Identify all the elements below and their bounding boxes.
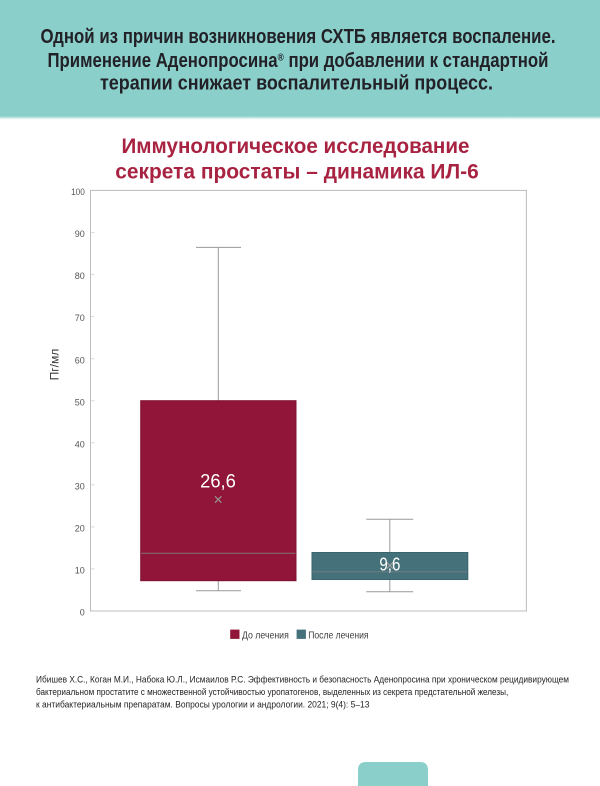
svg-text:50: 50: [75, 397, 85, 408]
svg-text:20: 20: [75, 524, 85, 535]
svg-text:секрета простаты – динамика ИЛ: секрета простаты – динамика ИЛ-6: [115, 160, 479, 183]
svg-text:60: 60: [75, 355, 85, 366]
svg-text:0: 0: [80, 608, 85, 619]
svg-text:26,6: 26,6: [200, 471, 236, 493]
svg-text:До лечения: До лечения: [242, 631, 289, 642]
svg-text:90: 90: [75, 229, 85, 240]
svg-text:Иммунологическое исследование: Иммунологическое исследование: [122, 135, 470, 158]
svg-text:10: 10: [75, 566, 85, 577]
svg-text:9,6: 9,6: [379, 555, 400, 575]
svg-text:Пг/мл: Пг/мл: [48, 349, 62, 381]
svg-text:Ибишев Х.С., Коган М.И., Набок: Ибишев Х.С., Коган М.И., Набока Ю.Л., Ис…: [36, 675, 569, 685]
svg-text:После лечения: После лечения: [308, 631, 368, 642]
svg-text:100: 100: [71, 187, 85, 198]
svg-text:40: 40: [75, 439, 85, 450]
svg-text:терапии снижает воспалительный: терапии снижает воспалительный процесс.: [100, 72, 493, 94]
svg-text:бактериальном простатите с мно: бактериальном простатите с множественной…: [36, 687, 508, 697]
svg-text:Одной из причин возникновения: Одной из причин возникновения СХТБ являе…: [41, 26, 556, 48]
svg-text:70: 70: [75, 313, 85, 324]
svg-text:к антибактериальным препаратам: к антибактериальным препаратам. Вопросы …: [36, 700, 369, 710]
svg-text:80: 80: [75, 271, 85, 282]
svg-text:30: 30: [75, 481, 85, 492]
svg-text:Применение Аденопросина® при д: Применение Аденопросина® при добавлении …: [48, 50, 549, 72]
